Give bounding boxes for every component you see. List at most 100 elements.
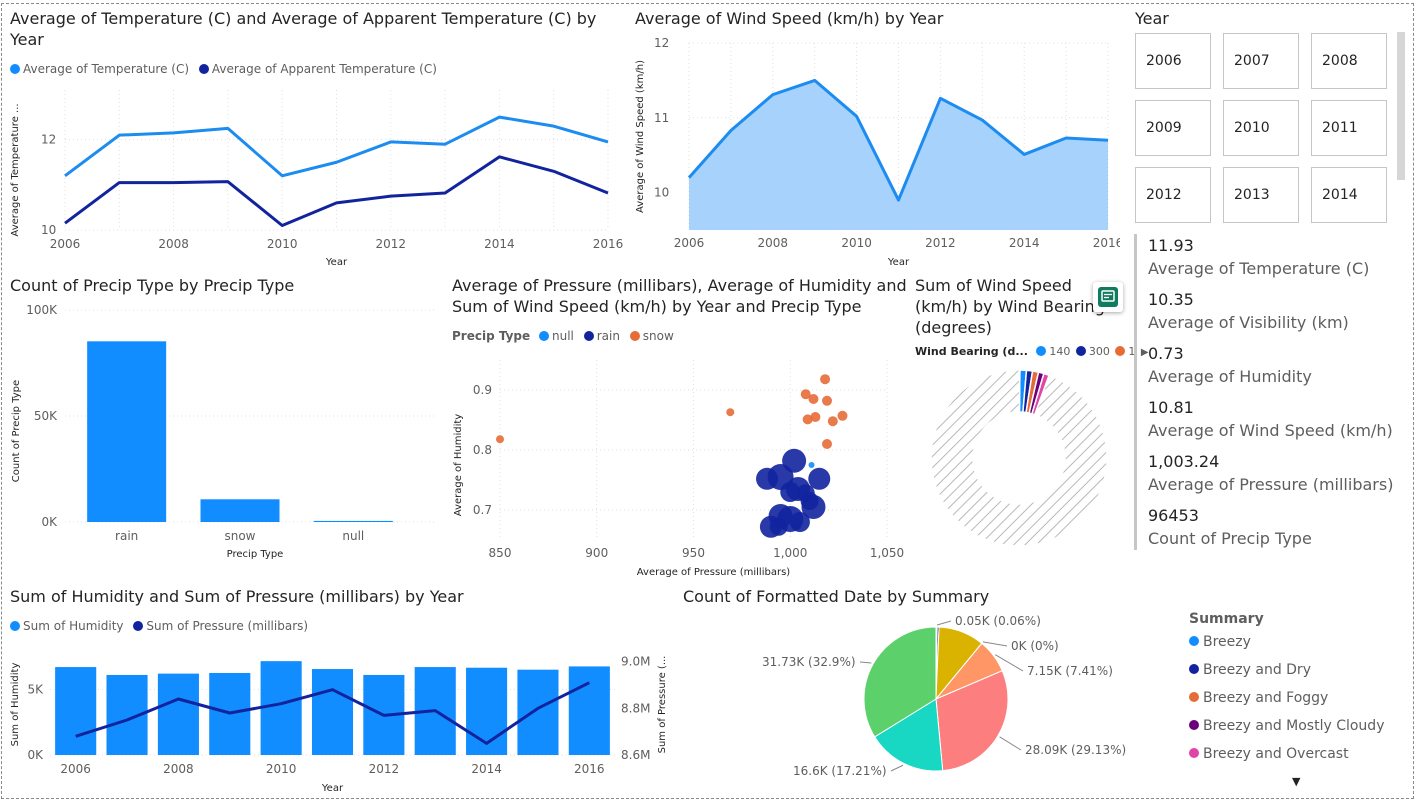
wind-area-fill[interactable] — [689, 80, 1108, 231]
legend-item-140[interactable]: 140 — [1036, 345, 1070, 358]
donut-legend: Wind Bearing (d... 140 300 1 ▶ — [915, 345, 1149, 358]
summary-legend-item[interactable]: Breezy and Overcast — [1189, 746, 1349, 762]
legend-title: Wind Bearing (d... — [915, 345, 1028, 358]
scatter-point-rain[interactable] — [769, 517, 788, 536]
scatter-point-snow[interactable] — [820, 374, 831, 385]
y-tick-label: 50K — [34, 409, 58, 423]
y-tick-label: 12 — [654, 36, 669, 50]
scatter-point-rain[interactable] — [789, 512, 810, 532]
humidity-chart-title: Sum of Humidity and Sum of Pressure (mil… — [10, 587, 464, 606]
scatter-point-snow[interactable] — [726, 408, 735, 417]
legend-item-humidity[interactable]: Sum of Humidity — [10, 619, 124, 633]
y-tick-label: 11 — [654, 111, 669, 125]
x-tick-label: 2012 — [376, 237, 407, 251]
kpi-value: 10.81 — [1148, 398, 1194, 417]
y-tick-label: 12 — [41, 133, 56, 147]
scatter-point-rain[interactable] — [780, 482, 801, 502]
humidity-bar[interactable] — [568, 666, 610, 755]
scatter-point-rain[interactable] — [796, 484, 815, 503]
scatter-point-snow[interactable] — [810, 412, 821, 422]
kpi-value: 11.93 — [1148, 236, 1194, 255]
kpi-label: Average of Visibility (km) — [1148, 313, 1349, 332]
humidity-bar[interactable] — [517, 669, 559, 755]
bar-snow[interactable] — [200, 499, 280, 522]
year-slicer-button-2014[interactable]: 2014 — [1311, 167, 1387, 223]
year-slicer-button-2012[interactable]: 2012 — [1135, 167, 1211, 223]
legend-dot — [1189, 748, 1199, 758]
legend-dot — [1189, 720, 1199, 730]
legend-item-pressure[interactable]: Sum of Pressure (millibars) — [133, 619, 308, 633]
legend-item-temperature[interactable]: Average of Temperature (C) — [10, 62, 189, 76]
pressure-line[interactable] — [75, 681, 590, 745]
legend-label: Breezy and Mostly Cloudy — [1203, 718, 1385, 734]
legend-item-null[interactable]: null — [539, 329, 574, 343]
year-slicer-button-2013[interactable]: 2013 — [1223, 167, 1299, 223]
pressure-scatter-chart: 0.7 0.8 0.9 850 900 950 1,000 1,050 Average of P… — [453, 360, 904, 578]
scatter-point-rain[interactable] — [808, 467, 831, 490]
y-axis-title: Average of Humidity — [453, 414, 464, 516]
summary-legend-item[interactable]: Breezy and Dry — [1189, 662, 1311, 678]
scatter-point-snow[interactable] — [822, 395, 833, 406]
scatter-point-null[interactable] — [808, 462, 815, 468]
x-tick-label: 2014 — [471, 762, 502, 776]
pie-leader-line — [999, 736, 1022, 751]
series-line-apparent-temperature[interactable] — [64, 155, 609, 227]
scatter-point-snow[interactable] — [822, 439, 833, 449]
scatter-point-rain[interactable] — [756, 467, 779, 490]
humidity-bar[interactable] — [311, 669, 354, 755]
series-line-temperature[interactable] — [64, 115, 609, 178]
wind-line[interactable] — [687, 78, 1109, 202]
year-slicer-button-2010[interactable]: 2010 — [1223, 100, 1299, 156]
legend-dot — [1075, 346, 1086, 356]
pie-slice[interactable] — [874, 698, 944, 772]
summary-chart-title: Count of Formatted Date by Summary — [683, 587, 990, 606]
year-slicer-button-2011[interactable]: 2011 — [1311, 100, 1387, 156]
pie-leader-line — [890, 764, 904, 772]
legend-item-300[interactable]: 300 — [1075, 345, 1110, 358]
scatter-point-snow[interactable] — [802, 414, 813, 425]
x-tick-label: 2006 — [674, 236, 705, 250]
kpi-divider — [1134, 234, 1137, 550]
summary-legend-item[interactable]: Breezy and Mostly Cloudy — [1189, 718, 1384, 734]
kpi-value: 1,003.24 — [1148, 452, 1220, 471]
scatter-point-snow[interactable] — [837, 410, 848, 421]
kpi-value: 96453 — [1148, 506, 1199, 525]
donut-slice[interactable] — [930, 369, 1108, 547]
humidity-bar[interactable] — [260, 661, 302, 755]
year-slicer-button-2006[interactable]: 2006 — [1135, 33, 1211, 89]
x-tick-label: 1,050 — [870, 546, 904, 560]
legend-label: Breezy and Foggy — [1203, 690, 1329, 706]
x-axis-title: Precip Type — [227, 549, 284, 560]
bar-rain[interactable] — [87, 341, 167, 522]
summary-legend-item[interactable]: Breezy and Foggy — [1189, 690, 1328, 706]
legend-label: Breezy and Dry — [1203, 662, 1311, 678]
humidity-bar[interactable] — [55, 667, 97, 755]
scatter-point-snow[interactable] — [827, 416, 838, 427]
scatter-point-snow[interactable] — [800, 389, 811, 400]
kpi-label: Average of Temperature (C) — [1148, 259, 1370, 278]
pie-slice[interactable] — [863, 626, 937, 738]
legend-label: Sum of Humidity — [23, 619, 124, 633]
year-slicer-button-2008[interactable]: 2008 — [1311, 33, 1387, 89]
humidity-bar[interactable] — [466, 667, 508, 755]
scatter-point-snow[interactable] — [808, 394, 819, 404]
x-tick-label: 2008 — [163, 762, 194, 776]
legend-item-1[interactable]: 1 — [1115, 345, 1135, 358]
legend-item-apparent-temperature[interactable]: Average of Apparent Temperature (C) — [198, 62, 437, 76]
bar-null[interactable] — [313, 520, 393, 522]
year-slicer-button-2009[interactable]: 2009 — [1135, 100, 1211, 156]
slicer-scrollbar[interactable] — [1397, 32, 1405, 180]
legend-item-snow[interactable]: snow — [629, 329, 674, 343]
legend-item-rain[interactable]: rain — [583, 329, 620, 343]
pie-slice[interactable] — [935, 670, 1009, 772]
year-slicer-button-2007[interactable]: 2007 — [1223, 33, 1299, 89]
humidity-bar[interactable] — [157, 673, 199, 755]
smart-narrative-icon[interactable] — [1093, 282, 1123, 312]
y-tick-label: 5K — [27, 682, 44, 696]
legend-next-arrow-icon[interactable]: ▶ — [1140, 347, 1149, 358]
legend-scroll-down-icon[interactable]: ▼ — [1292, 775, 1301, 788]
legend-title: Precip Type — [452, 329, 531, 343]
legend-dot — [1189, 692, 1199, 702]
scatter-point-snow[interactable] — [496, 435, 504, 444]
summary-legend-item[interactable]: Breezy — [1189, 634, 1251, 650]
